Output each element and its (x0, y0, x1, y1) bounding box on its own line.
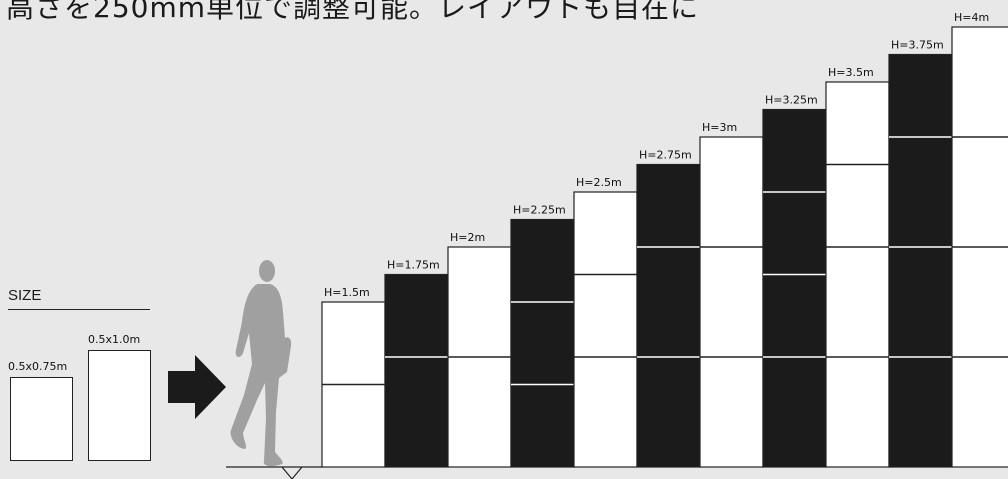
panel-column: H=2m (447, 231, 512, 468)
size-section-title: SIZE (8, 287, 42, 304)
panel-column-body (510, 218, 575, 468)
walking-person-silhouette (230, 260, 292, 467)
size-section-divider (8, 309, 150, 310)
panel-column-body (825, 81, 890, 468)
panel-column: H=1.5m (321, 286, 386, 468)
page-heading: 高さを250mm単位で調整可能。レイアウトも自在に (6, 0, 699, 24)
column-height-label: H=3.5m (828, 66, 874, 79)
panel-column-body (699, 136, 764, 468)
panel-column: H=1.75m (384, 259, 449, 468)
column-height-label: H=4m (954, 11, 989, 24)
small-panel-sample (10, 377, 73, 461)
column-height-label: H=2.75m (639, 149, 692, 162)
panel-column-body (762, 108, 827, 468)
column-height-label: H=1.75m (387, 259, 440, 272)
panel-column: H=2.25m (510, 204, 575, 468)
panel-column: H=2.75m (636, 149, 701, 468)
panel-column: H=3.75m (888, 39, 953, 468)
panel-column-body (573, 191, 638, 468)
panel-column: H=3m (699, 121, 764, 468)
panel-column-body (636, 163, 701, 468)
large-panel-sample (88, 350, 151, 461)
column-height-label: H=2.5m (576, 176, 622, 189)
column-height-label: H=3.25m (765, 94, 818, 107)
column-height-label: H=3.75m (891, 39, 944, 52)
base-marker (281, 466, 303, 479)
column-height-label: H=1.5m (324, 286, 370, 299)
panel-column-body (888, 53, 953, 468)
panel-column-body (384, 273, 449, 468)
column-height-label: H=2.25m (513, 204, 566, 217)
column-height-label: H=3m (702, 121, 737, 134)
right-arrow-icon (168, 355, 226, 419)
panel-column: H=3.5m (825, 66, 890, 468)
column-height-label: H=2m (450, 231, 485, 244)
large-panel-label: 0.5x1.0m (88, 333, 141, 346)
panel-column: H=4m (951, 11, 1008, 468)
small-panel-label: 0.5x0.75m (8, 360, 68, 373)
panel-columns: H=1.5m H=1.75m H=2m H=2.25m H=2.5m H=2.75m H=3… (321, 11, 1008, 468)
panel-column: H=2.5m (573, 176, 638, 468)
panel-column: H=3.25m (762, 94, 827, 468)
